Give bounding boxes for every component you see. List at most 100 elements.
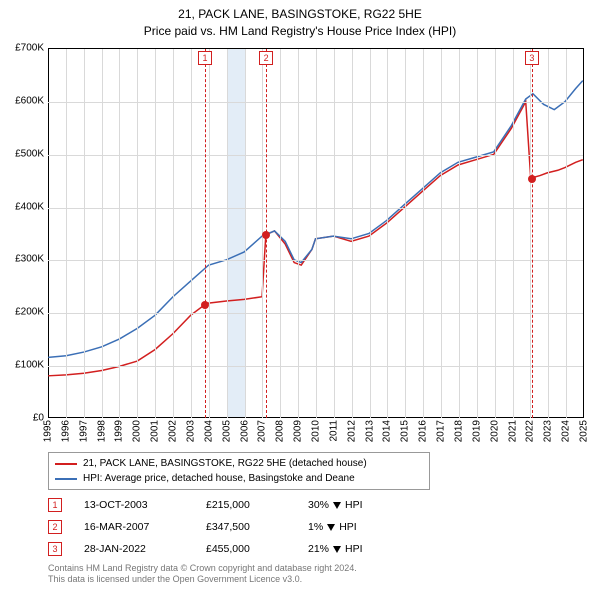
x-tick-label: 1999 (114, 420, 125, 442)
marker-box: 2 (259, 51, 273, 65)
event-table: 1 13-OCT-2003 £215,000 30% HPI 2 16-MAR-2007 £3… (48, 494, 363, 560)
plot-region: 1 2 3 (48, 48, 584, 418)
arrow-down-icon (333, 546, 341, 553)
gridline-v (280, 49, 281, 418)
gridline-v (441, 49, 442, 418)
gridline-v (245, 49, 246, 418)
arrow-down-icon (327, 524, 335, 531)
marker-dot (528, 175, 536, 183)
x-tick-label: 2004 (203, 420, 214, 442)
event-delta-pct: 21% (308, 543, 329, 555)
x-tick-label: 2017 (436, 420, 447, 442)
gridline-v (387, 49, 388, 418)
event-price: £347,500 (206, 521, 286, 533)
x-tick-label: 1997 (78, 420, 89, 442)
x-tick-label: 2022 (525, 420, 536, 442)
y-tick-label: £300K (0, 254, 44, 265)
legend-label: HPI: Average price, detached house, Basi… (83, 471, 355, 486)
gridline-v (209, 49, 210, 418)
gridline-v (459, 49, 460, 418)
gridline-v (495, 49, 496, 418)
footer: Contains HM Land Registry data © Crown c… (48, 563, 357, 586)
marker-box: 3 (525, 51, 539, 65)
gridline-v (316, 49, 317, 418)
x-tick-label: 2014 (382, 420, 393, 442)
event-delta-pct: 1% (308, 521, 323, 533)
event-delta-pct: 30% (308, 499, 329, 511)
x-tick-label: 1995 (43, 420, 54, 442)
y-tick-label: £700K (0, 43, 44, 54)
x-tick-label: 2009 (293, 420, 304, 442)
x-tick-label: 2007 (257, 420, 268, 442)
x-tick-label: 2003 (185, 420, 196, 442)
x-tick-label: 2021 (507, 420, 518, 442)
x-tick-label: 2025 (579, 420, 590, 442)
title-line-1: 21, PACK LANE, BASINGSTOKE, RG22 5HE (0, 6, 600, 23)
gridline-v (173, 49, 174, 418)
x-tick-label: 2006 (239, 420, 250, 442)
event-date: 28-JAN-2022 (84, 543, 184, 555)
y-tick-label: £600K (0, 95, 44, 106)
gridline-v (566, 49, 567, 418)
gridline-v (227, 49, 228, 418)
x-tick-label: 2016 (418, 420, 429, 442)
x-tick-label: 2013 (364, 420, 375, 442)
gridline-v (119, 49, 120, 418)
x-tick-label: 2008 (275, 420, 286, 442)
marker-vline (205, 49, 206, 418)
x-tick-label: 2018 (453, 420, 464, 442)
event-date: 16-MAR-2007 (84, 521, 184, 533)
event-row: 3 28-JAN-2022 £455,000 21% HPI (48, 538, 363, 560)
event-price: £215,000 (206, 499, 286, 511)
gridline-v (352, 49, 353, 418)
x-tick-label: 2019 (471, 420, 482, 442)
event-marker-box: 3 (48, 542, 62, 556)
event-price: £455,000 (206, 543, 286, 555)
y-tick-label: £0 (0, 413, 44, 424)
gridline-v (102, 49, 103, 418)
legend-item: 21, PACK LANE, BASINGSTOKE, RG22 5HE (de… (55, 456, 423, 471)
gridline-v (84, 49, 85, 418)
marker-dot (262, 231, 270, 239)
x-tick-label: 2012 (346, 420, 357, 442)
gridline-v (334, 49, 335, 418)
gridline-v (548, 49, 549, 418)
gridline-v (423, 49, 424, 418)
x-tick-label: 2020 (489, 420, 500, 442)
x-tick-label: 2011 (328, 420, 339, 442)
x-tick-label: 2000 (132, 420, 143, 442)
legend-item: HPI: Average price, detached house, Basi… (55, 471, 423, 486)
legend-swatch (55, 463, 77, 465)
gridline-v (513, 49, 514, 418)
marker-dot (201, 301, 209, 309)
x-tick-label: 2023 (543, 420, 554, 442)
y-tick-label: £200K (0, 307, 44, 318)
x-tick-label: 2024 (561, 420, 572, 442)
event-delta-ref: HPI (345, 499, 363, 511)
event-delta: 21% HPI (308, 543, 363, 555)
gridline-v (477, 49, 478, 418)
gridline-v (66, 49, 67, 418)
x-tick-label: 2005 (221, 420, 232, 442)
x-tick-label: 1996 (60, 420, 71, 442)
y-tick-label: £100K (0, 360, 44, 371)
x-tick-label: 2002 (168, 420, 179, 442)
footer-line-1: Contains HM Land Registry data © Crown c… (48, 563, 357, 575)
marker-box: 1 (198, 51, 212, 65)
event-marker-box: 1 (48, 498, 62, 512)
x-tick-label: 2010 (311, 420, 322, 442)
event-delta-ref: HPI (339, 521, 357, 533)
chart-area: 123 £0£100K£200K£300K£400K£500K£600K£700… (48, 48, 584, 418)
footer-line-2: This data is licensed under the Open Gov… (48, 574, 357, 586)
event-delta: 30% HPI (308, 499, 363, 511)
event-delta-ref: HPI (345, 543, 363, 555)
event-marker-box: 2 (48, 520, 62, 534)
x-tick-label: 1998 (96, 420, 107, 442)
title-block: 21, PACK LANE, BASINGSTOKE, RG22 5HE Pri… (0, 0, 600, 40)
gridline-v (137, 49, 138, 418)
gridline-v (298, 49, 299, 418)
arrow-down-icon (333, 502, 341, 509)
gridline-v (370, 49, 371, 418)
legend-swatch (55, 478, 77, 480)
event-date: 13-OCT-2003 (84, 499, 184, 511)
